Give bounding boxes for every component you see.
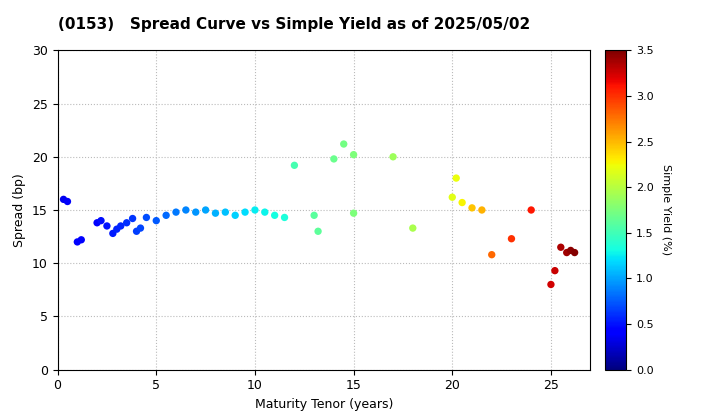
Point xyxy=(91,219,103,226)
Point xyxy=(62,198,73,205)
Point xyxy=(131,228,143,235)
Point xyxy=(569,249,580,256)
Point xyxy=(486,251,498,258)
Text: (0153)   Spread Curve vs Simple Yield as of 2025/05/02: (0153) Spread Curve vs Simple Yield as o… xyxy=(58,17,530,32)
Point xyxy=(115,223,127,229)
Point xyxy=(210,210,221,217)
Point xyxy=(220,209,231,215)
Point xyxy=(269,212,280,219)
Point xyxy=(505,235,517,242)
Point xyxy=(71,239,83,245)
Point xyxy=(76,236,87,243)
Point xyxy=(200,207,212,213)
Point xyxy=(328,155,340,162)
Point xyxy=(95,217,107,224)
Point xyxy=(308,212,320,219)
Point xyxy=(446,194,458,201)
Point xyxy=(348,210,359,217)
Point xyxy=(111,226,122,233)
Point xyxy=(549,267,561,274)
Point xyxy=(289,162,300,169)
Point xyxy=(150,217,162,224)
Point xyxy=(239,209,251,215)
Point xyxy=(279,214,290,221)
Point xyxy=(467,205,478,211)
Point xyxy=(249,207,261,213)
Point xyxy=(230,212,241,219)
Point xyxy=(259,209,271,215)
Point xyxy=(387,153,399,160)
Point xyxy=(140,214,152,221)
Point xyxy=(170,209,181,215)
Point xyxy=(127,215,138,222)
Point xyxy=(348,151,359,158)
Y-axis label: Spread (bp): Spread (bp) xyxy=(14,173,27,247)
Point xyxy=(312,228,324,235)
Point xyxy=(107,230,119,237)
Point xyxy=(561,249,572,256)
Point xyxy=(121,219,132,226)
Point xyxy=(338,141,349,147)
Point xyxy=(476,207,487,213)
Point xyxy=(555,244,567,251)
Point xyxy=(545,281,557,288)
Point xyxy=(456,199,468,206)
Point xyxy=(526,207,537,213)
Point xyxy=(407,225,418,231)
Point xyxy=(161,212,172,219)
Point xyxy=(102,223,113,229)
X-axis label: Maturity Tenor (years): Maturity Tenor (years) xyxy=(255,398,393,411)
Point xyxy=(451,175,462,181)
Point xyxy=(190,209,202,215)
Point xyxy=(58,196,69,203)
Point xyxy=(565,247,577,254)
Point xyxy=(135,225,146,231)
Point xyxy=(180,207,192,213)
Y-axis label: Simple Yield (%): Simple Yield (%) xyxy=(660,165,670,255)
